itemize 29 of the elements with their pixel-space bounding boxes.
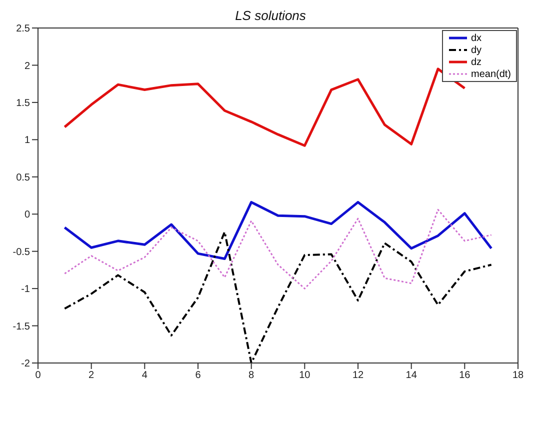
y-tick-label: -2 (21, 358, 30, 370)
y-tick-label: 1.5 (16, 98, 30, 109)
y-tick-label: -1 (21, 284, 30, 296)
y-tick-label: 0.5 (16, 172, 30, 184)
x-tick-label: 18 (512, 370, 524, 382)
x-tick-label: 16 (459, 370, 471, 382)
legend-label: mean(dt) (470, 68, 511, 80)
x-tick-label: 6 (195, 370, 202, 382)
x-tick-label: 4 (142, 370, 148, 382)
y-tick-label: -0.5 (12, 246, 30, 258)
line-series (64, 208, 492, 290)
line-series (64, 230, 492, 363)
x-tick-label: 12 (352, 370, 364, 382)
y-tick-label: 2 (24, 60, 30, 72)
x-tick-label: 14 (406, 370, 418, 382)
y-tick-label: 0 (24, 210, 30, 221)
line-series (63, 68, 466, 147)
legend-label: dz (470, 56, 482, 68)
x-tick-label: 8 (248, 370, 255, 382)
x-tick-label: 10 (299, 370, 311, 382)
y-tick-label: 2.5 (16, 24, 30, 35)
x-tick-label: 0 (35, 370, 42, 382)
legend-label: dy (470, 44, 482, 56)
line-series (63, 200, 493, 260)
y-tick-label: -1.5 (12, 321, 30, 332)
chart-title: LS solutions (234, 8, 307, 23)
y-tick-label: 1 (24, 135, 30, 146)
x-tick-label: 2 (88, 370, 95, 382)
legend-label: dx (470, 32, 482, 44)
